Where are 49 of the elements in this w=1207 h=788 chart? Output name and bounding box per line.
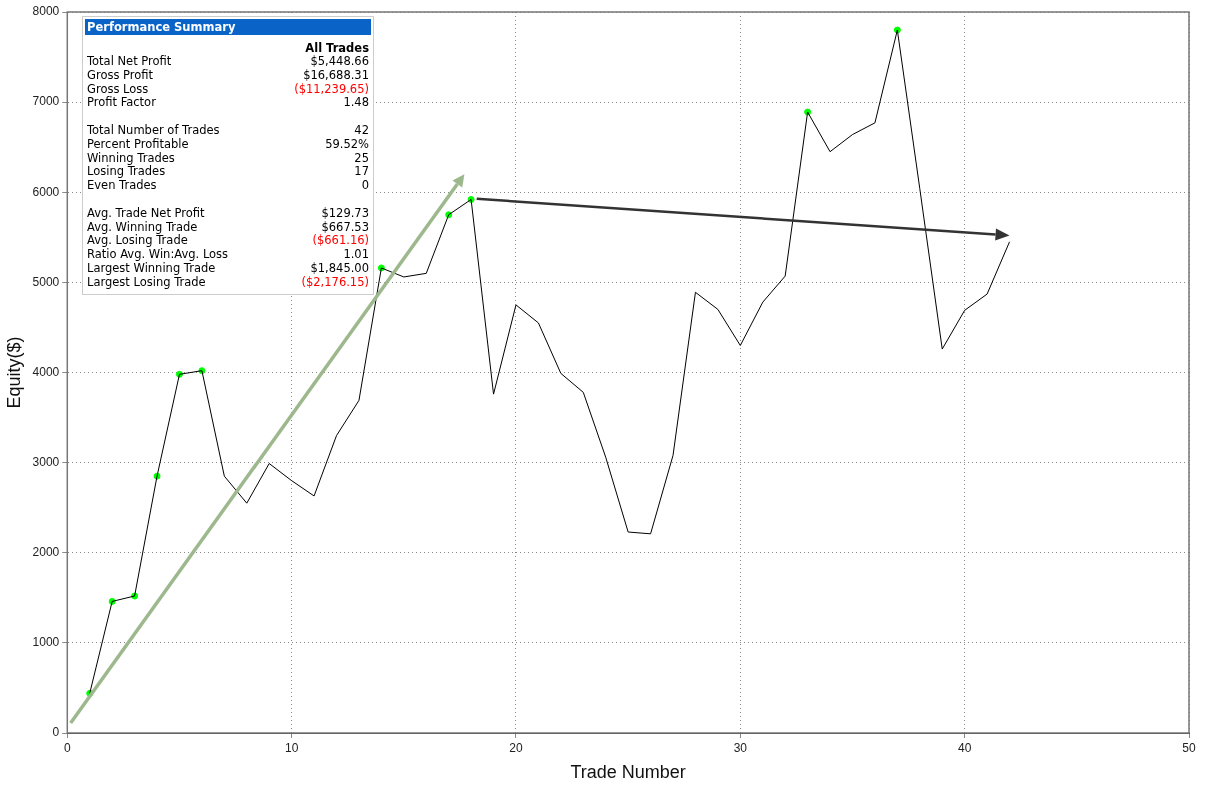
- y-tick-label: 5000: [32, 274, 60, 289]
- category-label: Avg. Trade Net Profit: [87, 205, 205, 221]
- text: ($11,239.65): [294, 81, 369, 96]
- category-label: Total Number of Trades: [87, 122, 220, 138]
- category-label: Winning Trades: [87, 150, 175, 165]
- text: All Trades: [304, 41, 370, 55]
- text: $667.53: [321, 219, 369, 234]
- y-tick-label: 0: [52, 725, 60, 740]
- x-tick-label: 50: [1182, 740, 1196, 755]
- category-label: Gross Profit: [87, 67, 154, 83]
- y-tick-label: 8000: [32, 4, 60, 19]
- text: $5,448.66: [310, 54, 369, 68]
- category-label: Percent Profitable: [87, 136, 189, 152]
- x-tick-label: 40: [957, 740, 972, 755]
- x-axis-title: Trade Number: [570, 762, 686, 783]
- category-label: Profit Factor: [87, 95, 156, 111]
- y-axis-title: Equity($): [3, 336, 24, 409]
- text: ($2,176.15): [301, 274, 369, 289]
- category-label: Losing Trades: [87, 164, 166, 179]
- x-tick-label: 20: [509, 740, 523, 755]
- x-tick-label: 0: [63, 740, 71, 755]
- y-tick-label: 3000: [32, 454, 60, 469]
- x-tick-label: 30: [733, 740, 748, 755]
- text: ($661.16): [312, 233, 369, 248]
- category-label: Avg. Winning Trade: [87, 219, 198, 234]
- text: 17: [354, 164, 369, 179]
- x-tick-label: 10: [284, 740, 299, 755]
- text: 1.01: [343, 247, 369, 262]
- category-label: Total Net Profit: [87, 54, 172, 69]
- text: $129.73: [321, 205, 369, 220]
- text: $1,845.00: [310, 260, 369, 275]
- text: Performance Summary: [85, 19, 371, 35]
- category-label: Largest Winning Trade: [87, 260, 216, 276]
- text: 25: [354, 150, 369, 165]
- y-tick-label: 4000: [32, 364, 60, 379]
- y-tick-label: 2000: [32, 545, 60, 560]
- category-label: Even Trades: [87, 178, 157, 193]
- category-label: Largest Losing Trade: [87, 274, 206, 290]
- y-tick-label: 1000: [32, 635, 60, 650]
- text: $16,688.31: [303, 67, 369, 82]
- category-label: Ratio Avg. Win:Avg. Loss: [87, 247, 229, 262]
- category-label: Avg. Losing Trade: [87, 233, 188, 248]
- text: 1.48: [343, 95, 369, 110]
- text: 0: [361, 178, 369, 193]
- y-tick-label: 6000: [32, 184, 60, 199]
- y-tick-label: 7000: [32, 94, 60, 109]
- text: 42: [354, 122, 369, 137]
- category-label: Gross Loss: [87, 81, 149, 96]
- text: 59.52%: [325, 136, 369, 151]
